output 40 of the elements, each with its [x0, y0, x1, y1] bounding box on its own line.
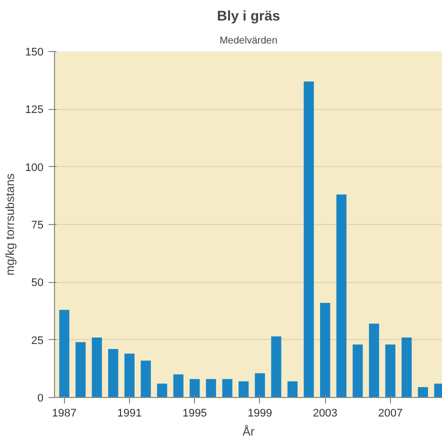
x-axis-title: År: [242, 424, 255, 438]
bar: [368, 324, 380, 398]
chart-title: Bly i gräs: [216, 8, 280, 24]
bar: [304, 81, 314, 398]
x-tick-label: 1991: [117, 408, 142, 420]
bar: [287, 381, 298, 398]
y-axis-title: mg/kg torrsubstans: [3, 173, 18, 276]
bar: [402, 338, 412, 398]
y-tick-label: 125: [25, 104, 44, 116]
y-tick-label: 150: [25, 46, 44, 58]
bar: [222, 379, 232, 398]
bar: [206, 379, 216, 398]
x-tick-label: 2003: [312, 408, 338, 420]
bar: [108, 349, 118, 398]
x-tick-label: 1999: [248, 408, 272, 420]
y-tick-label: 50: [31, 277, 44, 290]
bar: [76, 342, 86, 398]
bar: [254, 373, 265, 398]
bar: [59, 310, 70, 398]
x-tick-label: 2007: [378, 408, 403, 420]
y-tick-label: 75: [31, 220, 44, 232]
chart-subtitle: Medelvärden: [220, 36, 278, 46]
bar: [336, 194, 346, 398]
bar: [173, 374, 184, 398]
bar: [124, 354, 135, 398]
y-tick-label: 25: [31, 334, 44, 347]
bar: [352, 344, 363, 398]
x-tick-label: 1987: [52, 408, 77, 420]
bar: [271, 336, 282, 398]
bar: [320, 302, 330, 398]
bar: [92, 338, 102, 398]
y-tick-label: 0: [37, 392, 44, 404]
bar: [385, 344, 396, 398]
bar: [238, 381, 249, 398]
y-tick-label: 100: [25, 162, 44, 174]
bar: [157, 384, 168, 398]
x-tick-label: 1995: [182, 408, 207, 420]
bar: [190, 379, 200, 398]
bar: [140, 360, 151, 398]
bar: [418, 387, 428, 398]
